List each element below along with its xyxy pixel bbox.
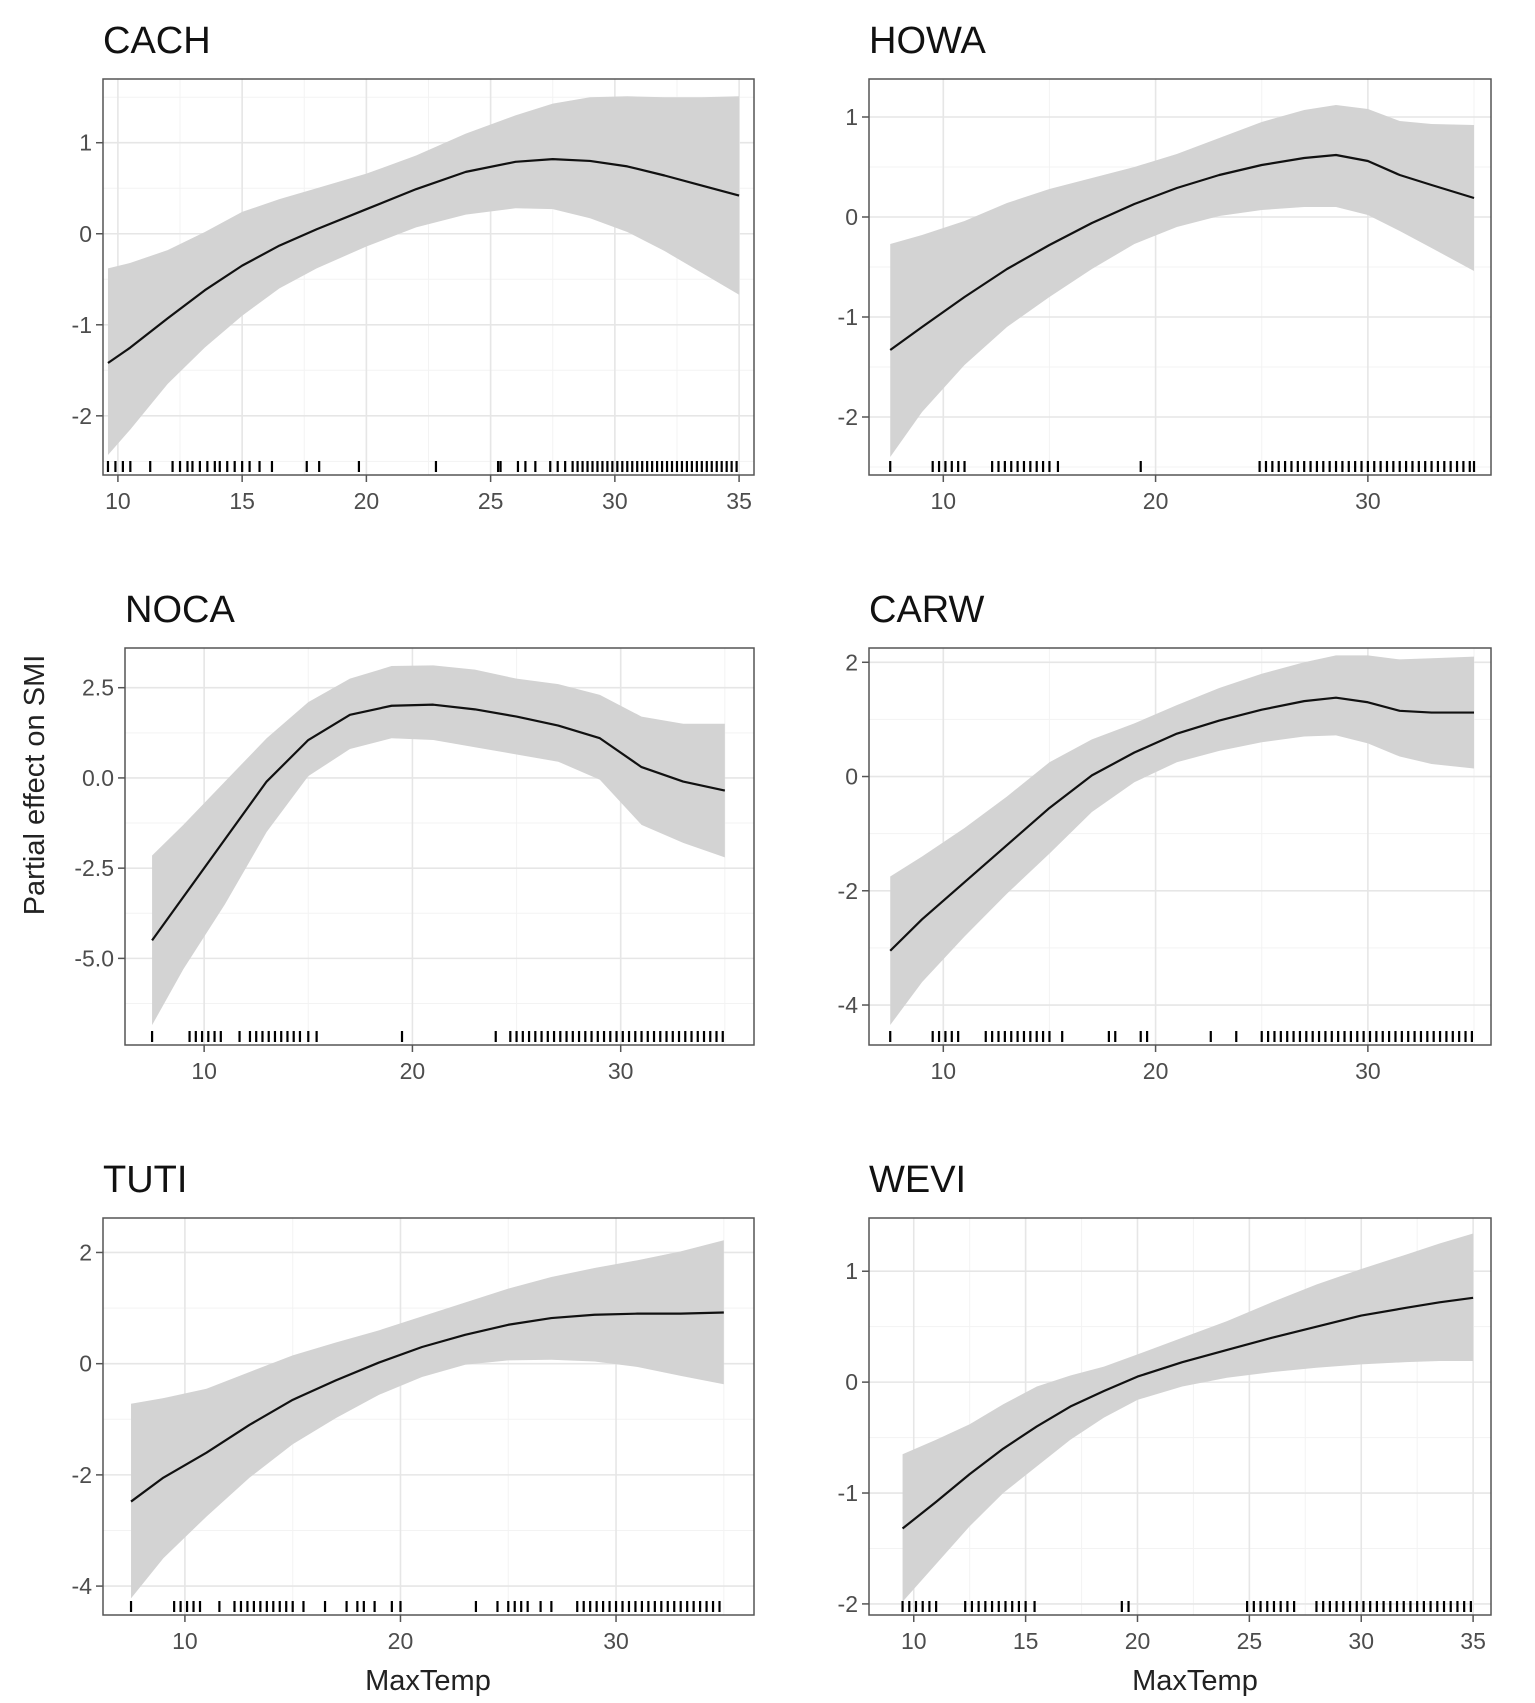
panel-title-wevi: WEVI bbox=[869, 1159, 966, 1201]
panel-tuti: 10 20 30 -4 -2 0 2 TUTI bbox=[72, 1159, 755, 1654]
panel-howa: 10 20 30 -2 -1 0 1 HOWA bbox=[838, 20, 1492, 514]
x-tick-label: 15 bbox=[229, 488, 255, 514]
confidence-ribbon-howa bbox=[890, 105, 1475, 457]
x-tick-label: 10 bbox=[901, 1628, 927, 1654]
panel-noca: 10 20 30 -5.0 -2.5 0.0 2.5 NOCA bbox=[74, 589, 755, 1084]
x-tick-label: 30 bbox=[602, 488, 628, 514]
y-tick-label: 1 bbox=[845, 1258, 858, 1284]
x-axis-title-right: MaxTemp bbox=[1132, 1665, 1258, 1697]
y-tick-label: 0 bbox=[845, 1369, 858, 1395]
panel-border-wevi bbox=[868, 1217, 1492, 1616]
x-tick-label: 20 bbox=[354, 488, 380, 514]
y-tick-label: 1 bbox=[845, 104, 858, 130]
x-tick-label: 20 bbox=[1125, 1628, 1151, 1654]
x-axis-title-left: MaxTemp bbox=[365, 1665, 491, 1697]
y-tick-label: 0 bbox=[845, 204, 858, 230]
x-tick-label: 10 bbox=[191, 1058, 217, 1084]
y-tick-label: 0 bbox=[845, 764, 858, 790]
panel-border-tuti bbox=[102, 1217, 755, 1616]
panel-border-cach bbox=[102, 78, 755, 476]
y-tick-label: 2 bbox=[79, 1239, 92, 1265]
x-tick-label: 30 bbox=[1348, 1628, 1374, 1654]
confidence-ribbon-noca bbox=[152, 665, 725, 1026]
confidence-ribbon-carw bbox=[890, 655, 1475, 1026]
y-tick-label: 1 bbox=[79, 130, 92, 156]
y-tick-label: 0.0 bbox=[82, 765, 114, 791]
x-tick-label: 20 bbox=[1143, 488, 1169, 514]
y-tick-label: -1 bbox=[838, 1480, 858, 1506]
y-tick-label: -4 bbox=[838, 992, 859, 1018]
panel-border-carw bbox=[868, 647, 1492, 1046]
x-tick-label: 15 bbox=[1013, 1628, 1039, 1654]
x-tick-label: 35 bbox=[726, 488, 752, 514]
panel-title-cach: CACH bbox=[103, 20, 211, 62]
y-tick-label: -2 bbox=[838, 404, 858, 430]
panel-border-noca bbox=[124, 647, 755, 1046]
x-tick-label: 10 bbox=[931, 1058, 957, 1084]
y-axis-title: Partial effect on SMI bbox=[19, 655, 51, 916]
x-tick-label: 20 bbox=[388, 1628, 414, 1654]
y-tick-label: 0 bbox=[79, 221, 92, 247]
panel-cach: 10 15 20 25 30 35 -2 -1 0 1 CACH bbox=[72, 20, 755, 514]
panel-title-tuti: TUTI bbox=[103, 1159, 187, 1201]
fitted-line-tuti bbox=[130, 1311, 724, 1503]
x-tick-label: 35 bbox=[1460, 1628, 1486, 1654]
y-tick-label: -2 bbox=[838, 1591, 858, 1617]
x-tick-label: 25 bbox=[478, 488, 504, 514]
fitted-line-carw bbox=[889, 696, 1475, 952]
fitted-line-cach bbox=[107, 158, 740, 364]
confidence-ribbon-wevi bbox=[902, 1233, 1474, 1602]
fitted-line-wevi bbox=[901, 1296, 1474, 1530]
x-tick-label: 10 bbox=[105, 488, 131, 514]
panel-border-howa bbox=[868, 78, 1492, 476]
y-tick-label: -2 bbox=[72, 1462, 92, 1488]
panel-wevi: 10 15 20 25 30 35 -2 -1 0 1 WEVI bbox=[838, 1159, 1492, 1654]
y-tick-label: -1 bbox=[72, 312, 92, 338]
panel-title-carw: CARW bbox=[869, 589, 985, 631]
y-tick-label: -1 bbox=[838, 304, 858, 330]
y-tick-label: 2 bbox=[845, 649, 858, 675]
x-tick-label: 30 bbox=[1355, 1058, 1381, 1084]
x-tick-label: 30 bbox=[603, 1628, 629, 1654]
fitted-line-noca bbox=[151, 703, 726, 941]
x-tick-label: 20 bbox=[400, 1058, 426, 1084]
panel-title-howa: HOWA bbox=[869, 20, 986, 62]
x-tick-label: 10 bbox=[172, 1628, 198, 1654]
panel-carw: 10 20 30 -4 -2 0 2 CARW bbox=[838, 589, 1492, 1084]
fitted-line-howa bbox=[889, 153, 1475, 351]
x-tick-label: 20 bbox=[1143, 1058, 1169, 1084]
y-tick-label: -2 bbox=[72, 403, 92, 429]
x-tick-label: 10 bbox=[931, 488, 957, 514]
y-tick-label: -4 bbox=[72, 1573, 93, 1599]
y-tick-label: -2 bbox=[838, 878, 858, 904]
x-tick-label: 30 bbox=[1355, 488, 1381, 514]
y-tick-label: 0 bbox=[79, 1351, 92, 1377]
panel-title-noca: NOCA bbox=[125, 589, 235, 631]
x-tick-label: 30 bbox=[608, 1058, 634, 1084]
y-tick-label: -2.5 bbox=[74, 855, 114, 881]
x-tick-label: 25 bbox=[1237, 1628, 1263, 1654]
y-tick-label: 2.5 bbox=[82, 675, 114, 701]
confidence-ribbon-tuti bbox=[131, 1240, 724, 1599]
confidence-ribbon-cach bbox=[107, 96, 740, 455]
y-tick-label: -5.0 bbox=[74, 945, 114, 971]
